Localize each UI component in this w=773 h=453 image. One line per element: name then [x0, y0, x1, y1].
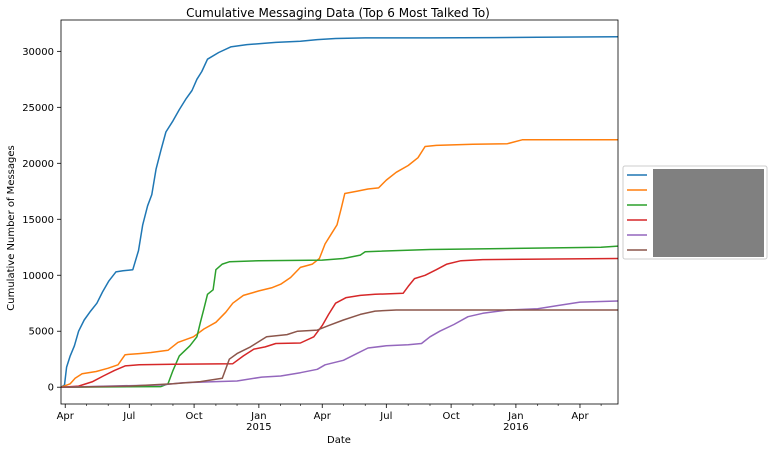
- y-tick-label: 5000: [29, 327, 54, 338]
- series-line-2: [60, 139, 618, 388]
- chart-title: Cumulative Messaging Data (Top 6 Most Ta…: [186, 6, 490, 20]
- legend-redaction-box: [653, 169, 764, 257]
- series-line-4: [60, 257, 619, 388]
- legend: [622, 165, 768, 260]
- y-tick-label: 30000: [22, 47, 54, 58]
- x-tick-label: Apr: [57, 411, 75, 422]
- x-tick-label: Oct: [442, 411, 459, 422]
- y-tick-label: 15000: [22, 215, 54, 226]
- series-layer: [60, 36, 619, 388]
- x-tick-label: Oct: [185, 411, 202, 422]
- x-tick-label: Jan: [250, 411, 266, 422]
- x-tick-label: Apr: [571, 411, 589, 422]
- x-tick-year-label: 2015: [246, 422, 271, 433]
- y-tick-label: 20000: [22, 159, 54, 170]
- y-axis: 0 5000 10000 15000 20000 25000 30000: [22, 47, 61, 394]
- plot-frame: [60, 19, 619, 405]
- series-line-1: [60, 36, 619, 388]
- y-tick-label: 10000: [22, 271, 54, 282]
- x-axis-title: Date: [327, 435, 351, 446]
- x-tick-year-label: 2016: [503, 422, 528, 433]
- x-tick-label: Apr: [314, 411, 332, 422]
- y-tick-label: 0: [48, 383, 54, 394]
- y-tick-label: 25000: [22, 103, 54, 114]
- series-line-5: [60, 300, 619, 388]
- y-axis-title: Cumulative Number of Messages: [6, 145, 17, 310]
- x-tick-label: Jul: [379, 411, 392, 422]
- x-tick-label: Jan: [507, 411, 523, 422]
- series-line-3: [60, 245, 619, 388]
- series-line-6: [60, 309, 618, 388]
- x-tick-label: Jul: [122, 411, 135, 422]
